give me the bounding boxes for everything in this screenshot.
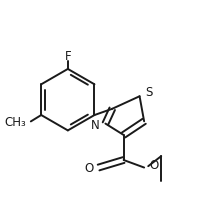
Text: F: F — [64, 50, 71, 63]
Text: N: N — [91, 119, 100, 132]
Text: O: O — [84, 162, 93, 175]
Text: CH₃: CH₃ — [4, 116, 26, 129]
Text: S: S — [145, 86, 153, 99]
Text: O: O — [149, 159, 158, 172]
